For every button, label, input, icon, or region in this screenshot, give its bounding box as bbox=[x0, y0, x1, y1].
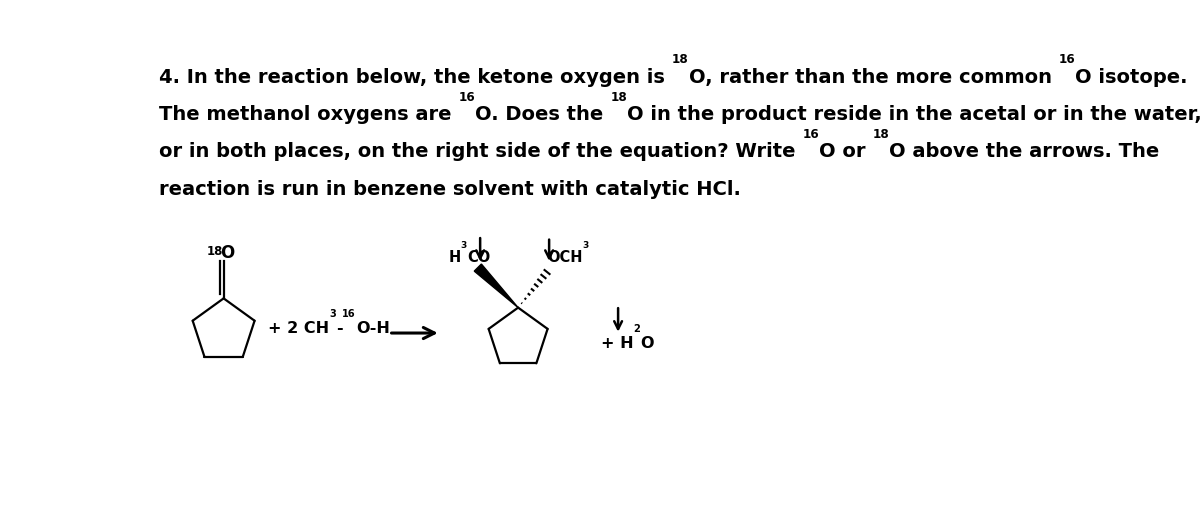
Text: + H: + H bbox=[601, 336, 634, 350]
Text: reaction is run in benzene solvent with catalytic HCl.: reaction is run in benzene solvent with … bbox=[160, 180, 742, 199]
Text: 3: 3 bbox=[329, 309, 336, 319]
Text: O: O bbox=[641, 336, 654, 350]
Text: O in the product reside in the acetal or in the water,: O in the product reside in the acetal or… bbox=[628, 105, 1200, 124]
Text: 16: 16 bbox=[458, 90, 475, 104]
Text: 16: 16 bbox=[342, 309, 356, 319]
Text: OCH: OCH bbox=[547, 250, 582, 265]
Text: 18: 18 bbox=[206, 245, 223, 258]
Text: O or: O or bbox=[820, 142, 872, 162]
Text: 3: 3 bbox=[582, 241, 588, 249]
Text: O. Does the: O. Does the bbox=[475, 105, 611, 124]
Text: -: - bbox=[336, 321, 342, 336]
Text: H: H bbox=[449, 250, 461, 265]
Text: O isotope.: O isotope. bbox=[1075, 68, 1188, 87]
Text: O: O bbox=[220, 244, 234, 262]
Text: + 2 CH: + 2 CH bbox=[268, 321, 329, 336]
Text: 3: 3 bbox=[461, 241, 467, 249]
Polygon shape bbox=[474, 264, 518, 308]
Text: O-H: O-H bbox=[356, 321, 390, 336]
Text: 16: 16 bbox=[1058, 53, 1075, 66]
Text: 4. In the reaction below, the ketone oxygen is: 4. In the reaction below, the ketone oxy… bbox=[160, 68, 672, 87]
Text: 2: 2 bbox=[634, 324, 641, 334]
Text: 18: 18 bbox=[672, 53, 689, 66]
Text: 16: 16 bbox=[803, 128, 820, 141]
Text: or in both places, on the right side of the equation? Write: or in both places, on the right side of … bbox=[160, 142, 803, 162]
Text: O above the arrows. The: O above the arrows. The bbox=[889, 142, 1159, 162]
Text: 18: 18 bbox=[872, 128, 889, 141]
Text: O, rather than the more common: O, rather than the more common bbox=[689, 68, 1058, 87]
Text: CO: CO bbox=[467, 250, 490, 265]
Text: The methanol oxygens are: The methanol oxygens are bbox=[160, 105, 458, 124]
Text: 18: 18 bbox=[611, 90, 628, 104]
